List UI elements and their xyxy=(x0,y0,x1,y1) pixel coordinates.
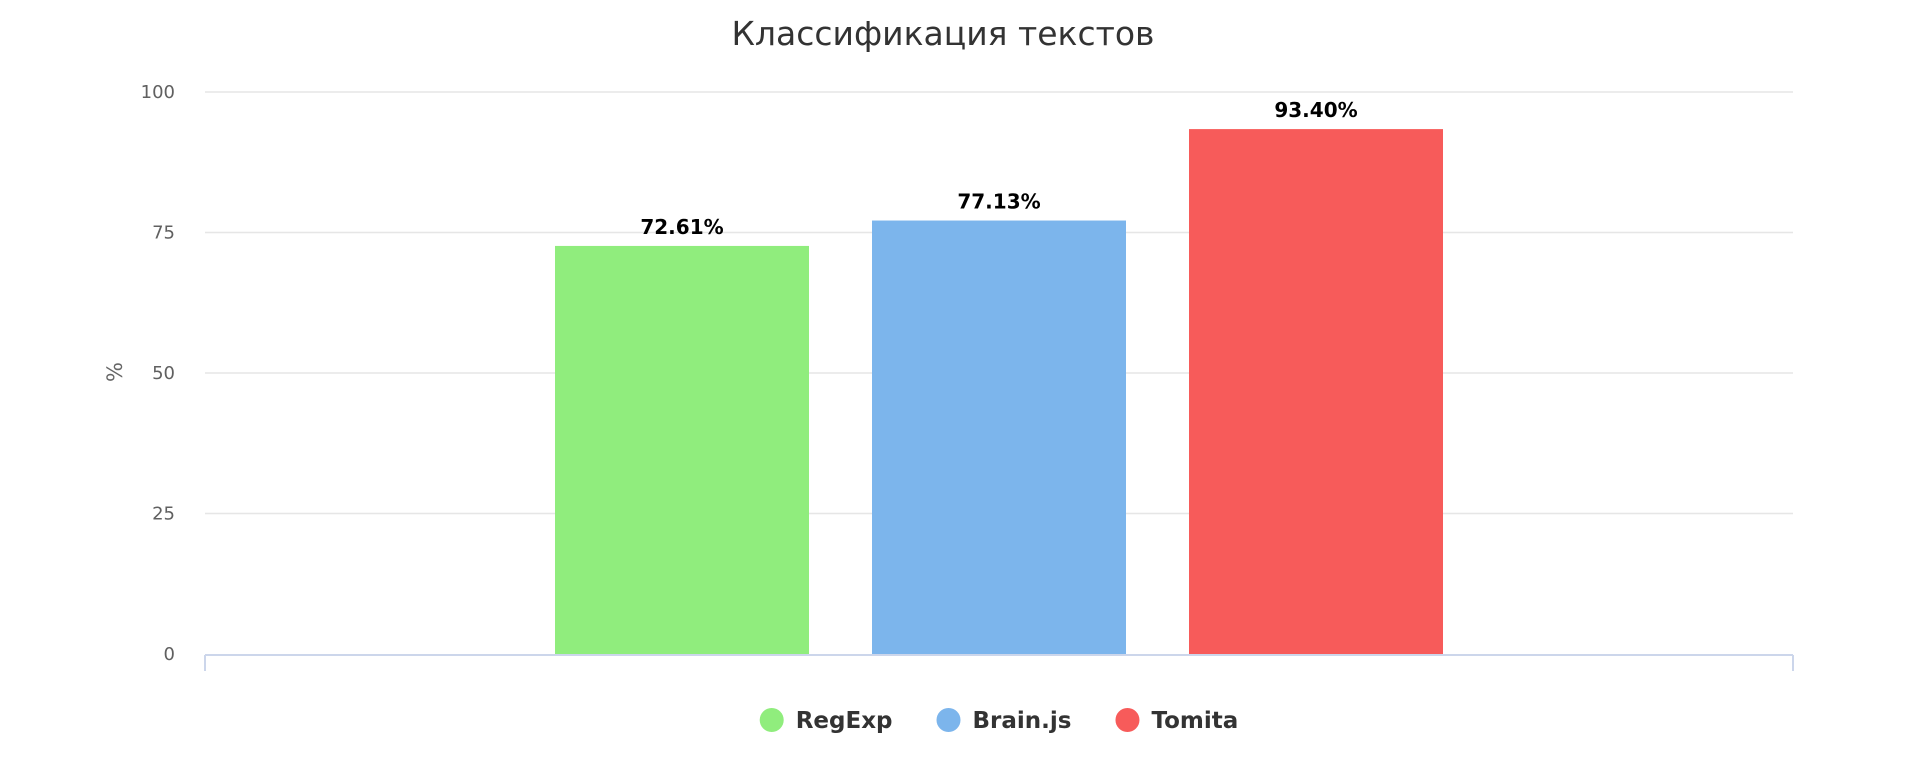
y-tick-label: 0 xyxy=(164,644,175,665)
bar-tomita[interactable] xyxy=(1189,129,1443,655)
chart-title: Классификация текстов xyxy=(731,14,1154,53)
y-axis-ticks: 0 25 50 75 100 xyxy=(141,82,175,665)
data-label: 93.40% xyxy=(1274,98,1357,122)
legend: RegExp Brain.js Tomita xyxy=(759,708,1238,734)
data-label: 72.61% xyxy=(640,215,723,239)
bars xyxy=(555,129,1443,655)
legend-item-regexp[interactable]: RegExp xyxy=(759,708,893,734)
x-axis xyxy=(204,654,1794,671)
y-axis-title: % xyxy=(103,362,127,382)
legend-label: RegExp xyxy=(796,708,893,734)
y-tick-label: 50 xyxy=(152,363,175,384)
y-tick-label: 100 xyxy=(141,82,175,103)
legend-marker-icon xyxy=(1115,708,1140,732)
y-tick-label: 75 xyxy=(152,223,175,244)
legend-item-tomita[interactable]: Tomita xyxy=(1115,708,1238,734)
legend-item-brain-js[interactable]: Brain.js xyxy=(936,708,1072,734)
bar-brain-js[interactable] xyxy=(872,220,1126,654)
legend-label: Brain.js xyxy=(973,708,1072,734)
legend-marker-icon xyxy=(759,708,784,732)
data-labels: 72.61% 77.13% 93.40% xyxy=(640,98,1357,239)
legend-label: Tomita xyxy=(1151,708,1238,734)
data-label: 77.13% xyxy=(957,190,1040,214)
y-tick-label: 25 xyxy=(152,504,175,525)
bar-regexp[interactable] xyxy=(555,245,809,654)
legend-marker-icon xyxy=(936,708,961,732)
